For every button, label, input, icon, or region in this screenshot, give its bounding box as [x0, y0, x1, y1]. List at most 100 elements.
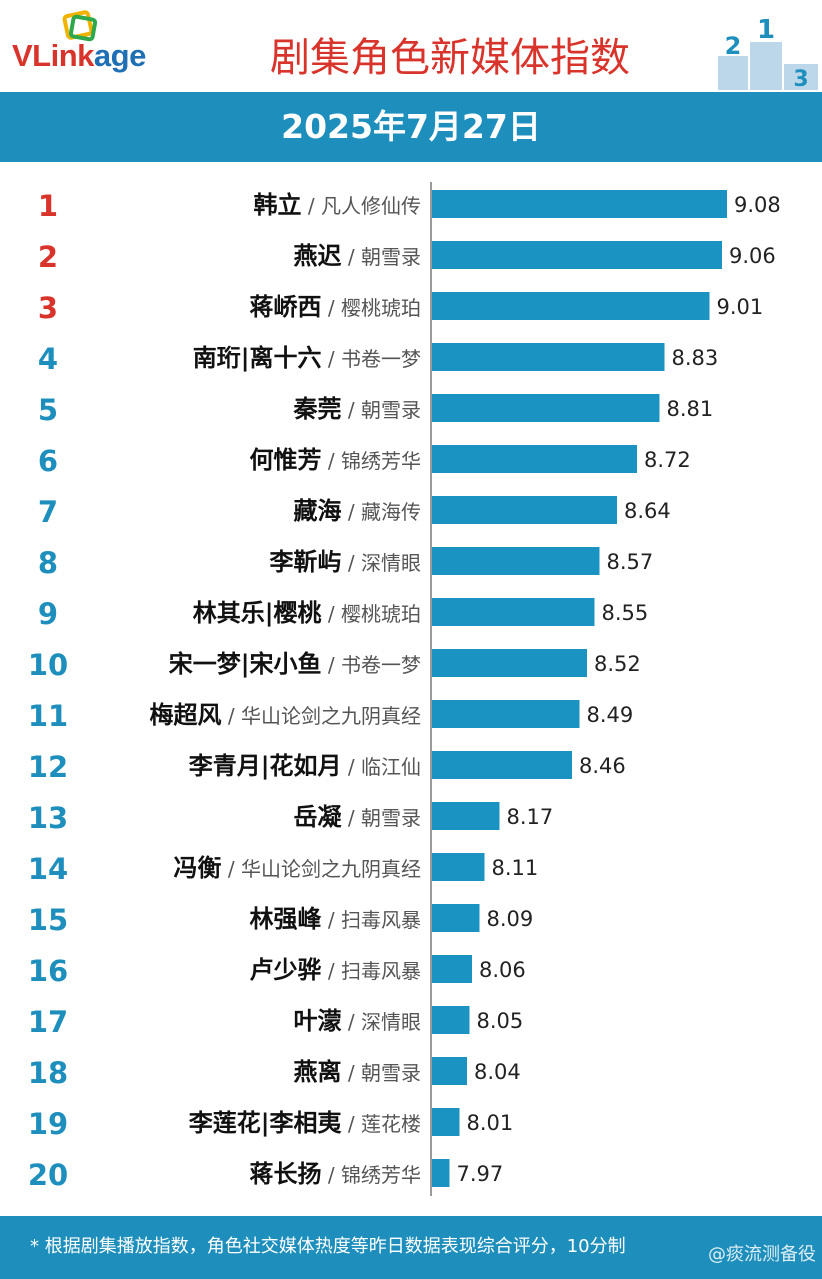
logo-text-vlink: VLink: [12, 38, 94, 73]
chart-row: 8 李靳屿 / 深情眼 8.57: [38, 546, 653, 580]
chart-row: 14 冯衡 / 华山论剑之九阴真经 8.11: [28, 852, 538, 886]
drama-name: / 莲花楼: [342, 1112, 421, 1136]
value-label: 8.52: [594, 652, 641, 676]
value-bar: [432, 547, 600, 575]
value-bar: [432, 1159, 450, 1187]
footer-note: * 根据剧集播放指数，角色社交媒体热度等昨日数据表现综合评分，10分制: [30, 1236, 626, 1257]
chart-row: 5 秦莞 / 朝雪录 8.81: [38, 393, 713, 427]
chart-row: 17 叶濛 / 深情眼 8.05: [28, 1005, 523, 1039]
row-label: 岳凝 / 朝雪录: [294, 803, 421, 831]
row-label: 燕迟 / 朝雪录: [294, 242, 421, 270]
value-label: 8.81: [667, 397, 714, 421]
drama-name: / 书卷一梦: [322, 653, 421, 677]
value-label: 8.11: [492, 856, 539, 880]
value-bar: [432, 649, 587, 677]
logo-text: VLinkage: [12, 38, 146, 74]
value-bar: [432, 394, 660, 422]
character-name: 卢少骅: [250, 956, 322, 984]
value-bar: [432, 904, 480, 932]
chart-row: 10 宋一梦|宋小鱼 / 书卷一梦 8.52: [28, 648, 641, 682]
chart-row: 7 藏海 / 藏海传 8.64: [38, 495, 671, 529]
footer: * 根据剧集播放指数，角色社交媒体热度等昨日数据表现综合评分，10分制: [0, 1216, 822, 1279]
value-bar: [432, 802, 500, 830]
value-label: 7.97: [457, 1162, 504, 1186]
character-name: 李青月|花如月: [189, 752, 342, 780]
value-label: 8.64: [624, 499, 671, 523]
drama-name: / 深情眼: [342, 551, 421, 575]
value-bar: [432, 190, 727, 218]
row-label: 梅超风 / 华山论剑之九阴真经: [150, 701, 421, 729]
rank-number: 2: [38, 240, 58, 274]
character-name: 梅超风: [150, 701, 222, 729]
podium-icon: 2 1 3: [718, 15, 818, 92]
value-bar: [432, 853, 485, 881]
chart-row: 1 韩立 / 凡人修仙传 9.08: [38, 189, 781, 223]
character-name: 秦莞: [293, 395, 342, 423]
rank-number: 14: [28, 852, 68, 886]
logo-icon: [62, 10, 98, 42]
rank-number: 4: [38, 342, 58, 376]
value-label: 8.83: [672, 346, 719, 370]
row-label: 韩立 / 凡人修仙传: [254, 191, 421, 219]
rank-number: 7: [38, 495, 58, 529]
row-label: 藏海 / 藏海传: [294, 497, 421, 525]
drama-name: / 朝雪录: [342, 245, 421, 269]
logo-text-age: age: [93, 38, 146, 73]
rank-number: 18: [28, 1056, 68, 1090]
value-bar: [432, 700, 580, 728]
character-name: 何惟芳: [250, 446, 322, 474]
rank-number: 19: [28, 1107, 68, 1141]
chart-row: 2 燕迟 / 朝雪录 9.06: [38, 240, 776, 274]
chart-row: 12 李青月|花如月 / 临江仙 8.46: [28, 750, 626, 784]
rank-number: 10: [28, 648, 68, 682]
value-bar: [432, 955, 472, 983]
character-name: 燕迟: [294, 242, 342, 270]
drama-name: / 扫毒风暴: [322, 959, 421, 983]
rank-number: 13: [28, 801, 68, 835]
row-label: 蒋峤西 / 樱桃琥珀: [250, 293, 421, 321]
value-bar: [432, 751, 572, 779]
row-label: 林其乐|樱桃 / 樱桃琥珀: [193, 599, 421, 627]
character-name: 韩立: [254, 191, 302, 219]
row-label: 李青月|花如月 / 临江仙: [189, 752, 421, 780]
row-label: 李莲花|李相夷 / 莲花楼: [189, 1109, 421, 1137]
chart-row: 19 李莲花|李相夷 / 莲花楼 8.01: [28, 1107, 513, 1141]
value-label: 8.09: [487, 907, 534, 931]
drama-name: / 华山论剑之九阴真经: [222, 857, 421, 881]
character-name: 李靳屿: [270, 548, 342, 576]
chart-row: 6 何惟芳 / 锦绣芳华 8.72: [38, 444, 691, 478]
row-label: 林强峰 / 扫毒风暴: [250, 905, 421, 933]
chart-row: 11 梅超风 / 华山论剑之九阴真经 8.49: [28, 699, 633, 733]
value-label: 8.57: [607, 550, 654, 574]
chart-row: 20 蒋长扬 / 锦绣芳华 7.97: [28, 1158, 503, 1192]
row-label: 卢少骅 / 扫毒风暴: [250, 956, 421, 984]
drama-name: / 樱桃琥珀: [322, 296, 421, 320]
podium-number-1: 1: [757, 15, 775, 45]
chart-row: 9 林其乐|樱桃 / 樱桃琥珀 8.55: [38, 597, 648, 631]
chart-row: 18 燕离 / 朝雪录 8.04: [28, 1056, 521, 1090]
rank-number: 8: [38, 546, 58, 580]
rank-number: 12: [28, 750, 68, 784]
value-label: 8.17: [507, 805, 554, 829]
value-label: 8.72: [644, 448, 691, 472]
value-bar: [432, 1108, 460, 1136]
character-name: 蒋峤西: [250, 293, 322, 321]
drama-name: / 朝雪录: [342, 1061, 421, 1085]
value-label: 9.01: [717, 295, 764, 319]
character-name: 藏海: [294, 497, 342, 525]
value-bar: [432, 292, 710, 320]
row-label: 燕离 / 朝雪录: [294, 1058, 421, 1086]
row-label: 南珩|离十六 / 书卷一梦: [193, 344, 421, 372]
row-label: 秦莞 / 朝雪录: [293, 395, 421, 423]
drama-name: / 朝雪录: [342, 806, 421, 830]
row-label: 叶濛 / 深情眼: [294, 1007, 421, 1035]
chart-row: 16 卢少骅 / 扫毒风暴 8.06: [28, 954, 526, 988]
character-name: 南珩|离十六: [193, 344, 322, 372]
value-label: 8.05: [477, 1009, 524, 1033]
character-name: 冯衡: [174, 854, 222, 882]
date-band: 2025年7月27日: [0, 92, 822, 162]
drama-name: / 朝雪录: [342, 398, 421, 422]
value-label: 8.49: [587, 703, 634, 727]
drama-name: / 锦绣芳华: [322, 1163, 421, 1187]
rank-number: 16: [28, 954, 68, 988]
